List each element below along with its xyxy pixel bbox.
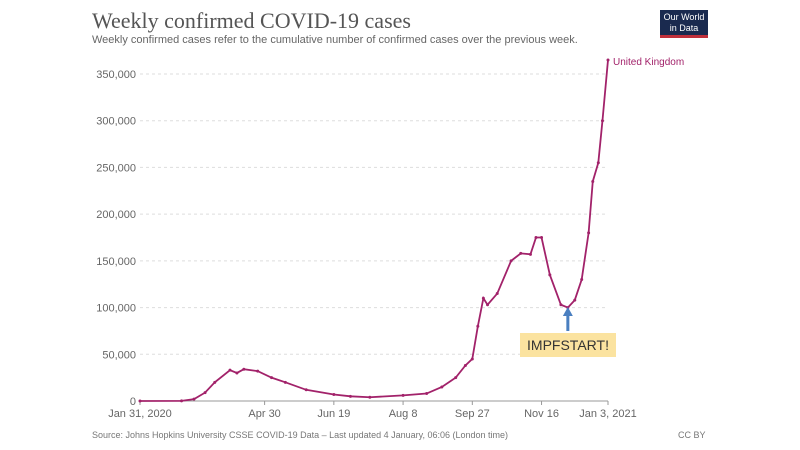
- data-point: [528, 252, 532, 256]
- data-point: [481, 296, 485, 300]
- data-point: [256, 369, 260, 373]
- data-point: [486, 303, 490, 307]
- data-point: [559, 303, 563, 307]
- data-point: [242, 367, 246, 371]
- annotation-arrowhead: [562, 307, 573, 316]
- y-tick-label: 100,000: [96, 303, 136, 315]
- data-point: [235, 371, 239, 375]
- annotation-label: IMPFSTART!: [520, 333, 616, 357]
- data-point: [180, 399, 184, 403]
- data-point: [454, 376, 458, 380]
- data-point: [332, 392, 336, 396]
- x-tick-label: Nov 16: [524, 408, 559, 420]
- series-label: United Kingdom: [613, 57, 684, 68]
- x-tick-label: Jun 19: [317, 408, 350, 420]
- y-tick-label: 150,000: [96, 256, 136, 268]
- chart-title: Weekly confirmed COVID-19 cases: [92, 8, 411, 33]
- data-point: [192, 397, 196, 401]
- data-point: [470, 357, 474, 361]
- data-point: [463, 363, 467, 367]
- data-point: [573, 298, 577, 302]
- x-tick-label: Jan 3, 2021: [579, 408, 637, 420]
- data-point: [368, 395, 372, 399]
- data-point: [600, 119, 604, 123]
- data-point: [476, 324, 480, 328]
- y-tick-label: 200,000: [96, 209, 136, 221]
- x-tick-label: Apr 30: [248, 408, 280, 420]
- data-point: [606, 58, 610, 62]
- data-point: [283, 380, 287, 384]
- data-point: [440, 385, 444, 389]
- data-point: [596, 161, 600, 165]
- data-point: [587, 231, 591, 235]
- data-point: [509, 259, 513, 263]
- data-point: [401, 393, 405, 397]
- data-point: [213, 380, 217, 384]
- y-tick-label: 0: [130, 396, 136, 408]
- data-point: [495, 292, 499, 296]
- series-line: [139, 59, 609, 402]
- y-tick-label: 300,000: [96, 116, 136, 128]
- y-tick-label: 250,000: [96, 162, 136, 174]
- data-point: [425, 392, 429, 396]
- y-tick-label: 50,000: [102, 349, 136, 361]
- x-tick-label: Jan 31, 2020: [108, 408, 172, 420]
- data-point: [580, 278, 584, 282]
- license-link[interactable]: CC BY: [678, 430, 706, 440]
- data-point: [203, 391, 207, 395]
- chart-subtitle: Weekly confirmed cases refer to the cumu…: [92, 34, 578, 46]
- data-point: [138, 399, 142, 403]
- data-point: [540, 236, 544, 239]
- data-point: [270, 376, 274, 380]
- data-point: [548, 273, 552, 277]
- owid-logo[interactable]: Our World in Data: [660, 10, 708, 38]
- data-point: [519, 251, 523, 255]
- data-point: [534, 236, 538, 239]
- data-point: [591, 179, 595, 183]
- data-point: [304, 388, 308, 392]
- source-note: Source: Johns Hopkins University CSSE CO…: [92, 430, 509, 440]
- data-point: [348, 394, 352, 398]
- x-tick-label: Aug 8: [389, 408, 418, 420]
- x-tick-label: Sep 27: [455, 408, 490, 420]
- data-point: [228, 368, 232, 372]
- y-tick-label: 350,000: [96, 69, 136, 81]
